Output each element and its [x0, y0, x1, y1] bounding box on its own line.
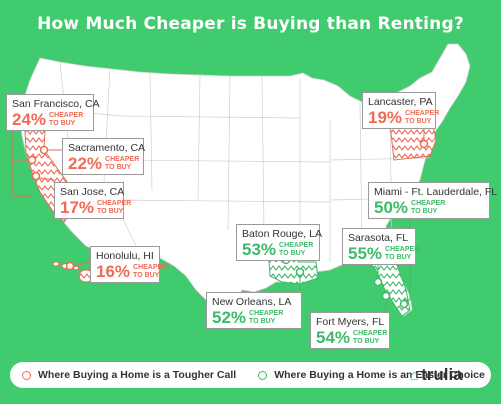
callout-label-line1: CHEAPER [279, 242, 314, 249]
callout-percent: 22% [68, 154, 103, 173]
callout-percent: 55% [348, 244, 383, 263]
callout-label-line1: CHEAPER [385, 246, 420, 253]
callout-san-jose: San Jose, CA 17% CHEAPER TO BUY [54, 182, 131, 219]
trulia-house-icon: ⌂ [410, 366, 420, 384]
callout-san-francisco: San Francisco, CA 24% CHEAPER TO BUY [6, 94, 100, 131]
tougher-dot-icon [22, 370, 31, 380]
callout-percent: 19% [368, 108, 403, 127]
callout-label-line1: CHEAPER [405, 110, 440, 117]
legend-label-tougher: Where Buying a Home is a Tougher Call [38, 369, 237, 381]
callout-label-line1: CHEAPER [411, 200, 446, 207]
callout-percent: 24% [12, 110, 47, 129]
legend-item-tougher: Where Buying a Home is a Tougher Call [22, 369, 236, 381]
callout-label-line2: TO BUY [105, 163, 132, 171]
easier-dot-icon [258, 370, 268, 380]
callout-city: Lancaster, PA [368, 96, 433, 108]
marker-miami [399, 299, 409, 309]
marker-sacramento [39, 145, 49, 155]
callout-label-line2: TO BUY [133, 271, 160, 279]
callout-city: Sarasota, FL [348, 232, 409, 244]
callout-city: Miami - Ft. Lauderdale, FL [374, 186, 498, 198]
marker-san-francisco [27, 155, 37, 165]
callout-label-line1: CHEAPER [249, 310, 284, 317]
legend-label-easier: Where Buying a Home is an Easier Choice [274, 369, 485, 381]
marker-lancaster [419, 139, 429, 149]
logo-text: trulia [421, 365, 463, 384]
callout-new-orleans: New Orleans, LA 52% CHEAPER TO BUY [206, 292, 302, 329]
callout-label-line1: CHEAPER [133, 264, 168, 271]
legend-item-easier: Where Buying a Home is an Easier Choice [258, 369, 485, 381]
marker-sarasota [373, 277, 383, 287]
callout-label-line2: TO BUY [249, 317, 276, 325]
callout-label-line2: TO BUY [353, 337, 380, 345]
callout-miami: Miami - Ft. Lauderdale, FL 50% CHEAPER TO… [368, 182, 498, 219]
callout-city: San Jose, CA [60, 186, 125, 198]
callout-label-line2: TO BUY [49, 119, 76, 127]
chart-title: How Much Cheaper is Buying than Renting? [37, 14, 464, 34]
callout-city: Baton Rouge, LA [242, 228, 322, 240]
callout-percent: 53% [242, 240, 277, 259]
callout-percent: 16% [96, 262, 131, 281]
callout-percent: 50% [374, 198, 409, 217]
callout-honolulu: Honolulu, HI 16% CHEAPER TO BUY [90, 246, 167, 283]
callout-label-line2: TO BUY [97, 207, 124, 215]
marker-new-orleans [295, 267, 305, 277]
callout-lancaster: Lancaster, PA 19% CHEAPER TO BUY [362, 92, 440, 129]
callout-label-line1: CHEAPER [97, 200, 132, 207]
callout-sacramento: Sacramento, CA 22% CHEAPER TO BUY [62, 138, 146, 175]
callout-percent: 17% [60, 198, 95, 217]
callout-percent: 52% [212, 308, 247, 327]
callout-city: Honolulu, HI [96, 250, 154, 262]
callout-label-line1: CHEAPER [353, 330, 388, 337]
callout-city: Fort Myers, FL [316, 316, 385, 328]
callout-fort-myers: Fort Myers, FL 54% CHEAPER TO BUY [310, 312, 390, 349]
callout-label-line2: TO BUY [385, 253, 412, 261]
callout-label-line1: CHEAPER [49, 112, 84, 119]
trulia-logo: ⌂ trulia [410, 362, 463, 388]
callout-label-line2: TO BUY [405, 117, 432, 125]
callout-city: San Francisco, CA [12, 98, 100, 110]
marker-honolulu [65, 261, 75, 271]
legend: Where Buying a Home is a Tougher Call Wh… [10, 362, 491, 388]
callout-label-line2: TO BUY [279, 249, 306, 257]
callout-label-line2: TO BUY [411, 207, 438, 215]
callout-percent: 54% [316, 328, 351, 347]
callout-baton-rouge: Baton Rouge, LA 53% CHEAPER TO BUY [236, 224, 322, 261]
callout-sarasota: Sarasota, FL 55% CHEAPER TO BUY [342, 228, 420, 265]
callout-city: New Orleans, LA [212, 296, 292, 308]
callout-city: Sacramento, CA [68, 142, 146, 154]
marker-san-jose [31, 171, 41, 181]
marker-fort-myers [381, 291, 391, 301]
callout-label-line1: CHEAPER [105, 156, 140, 163]
